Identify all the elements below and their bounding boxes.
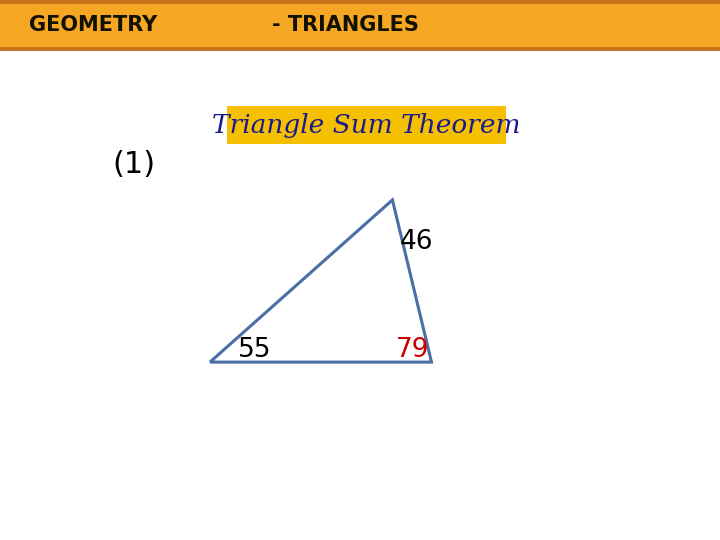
Text: Triangle Sum Theorem: Triangle Sum Theorem bbox=[212, 113, 521, 138]
Text: (1): (1) bbox=[112, 150, 156, 179]
Text: GEOMETRY: GEOMETRY bbox=[30, 15, 158, 36]
Text: 46: 46 bbox=[400, 228, 433, 254]
Text: 79: 79 bbox=[396, 336, 429, 363]
Text: 55: 55 bbox=[238, 336, 271, 363]
FancyBboxPatch shape bbox=[227, 106, 505, 144]
Text: - TRIANGLES: - TRIANGLES bbox=[272, 15, 419, 36]
